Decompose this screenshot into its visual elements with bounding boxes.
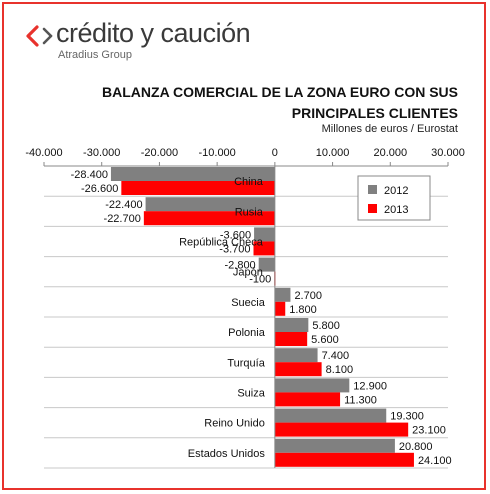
category-label: Rusia — [235, 206, 264, 218]
bar-2012 — [274, 378, 350, 393]
bar-2012 — [274, 348, 318, 363]
data-label: 23.100 — [412, 425, 446, 437]
chart-subtitle: Millones de euros / Eurostat — [321, 123, 458, 135]
chart-frame — [2, 2, 486, 490]
bar-2013 — [274, 332, 308, 346]
x-tick-label: -20.000 — [141, 147, 178, 159]
brand-subtitle: Atradius Group — [58, 49, 132, 61]
x-tick-label: 30.000 — [431, 147, 465, 159]
data-label: 7.400 — [322, 350, 350, 362]
category-label: Suecia — [231, 297, 266, 309]
data-label: -100 — [249, 274, 271, 286]
data-label: -28.400 — [71, 169, 108, 181]
data-label: 12.900 — [353, 380, 387, 392]
data-label: 8.100 — [326, 364, 354, 376]
x-tick-label: -10.000 — [198, 147, 235, 159]
data-label: -3.600 — [220, 229, 251, 241]
data-label: -2.800 — [224, 260, 255, 272]
category-label: Japón — [233, 267, 263, 279]
bar-2013 — [274, 422, 409, 437]
x-tick-label: 10.000 — [316, 147, 350, 159]
brand-name: crédito y caución — [56, 18, 251, 48]
x-tick-label: 20.000 — [373, 147, 407, 159]
legend-label: 2012 — [384, 185, 408, 197]
data-label: 11.300 — [344, 394, 377, 406]
bar-2013 — [274, 452, 414, 467]
bar-2012 — [110, 167, 275, 181]
x-tick-label: -40.000 — [25, 147, 62, 159]
bar-2012 — [274, 287, 291, 302]
bar-2012 — [274, 408, 387, 423]
category-label: Estados Unidos — [188, 448, 266, 460]
category-label: Turquía — [227, 357, 265, 369]
bar-2013 — [253, 241, 275, 256]
bar-2012 — [145, 197, 275, 212]
data-label: 19.300 — [390, 411, 424, 423]
category-label: China — [234, 176, 264, 188]
data-label: -26.600 — [81, 183, 118, 195]
category-label: República Checa — [179, 237, 264, 249]
x-tick-label: -30.000 — [83, 147, 120, 159]
data-label: 20.800 — [399, 441, 433, 453]
chart-title-line-1: BALANZA COMERCIAL DE LA ZONA EURO CON SU… — [102, 84, 458, 100]
data-label: 5.600 — [311, 334, 339, 346]
bar-2012 — [254, 227, 275, 242]
x-tick-label: 0 — [272, 147, 278, 159]
bar-2013 — [274, 301, 286, 316]
legend-label: 2013 — [384, 204, 408, 216]
bar-2012 — [274, 318, 309, 332]
bar-2013 — [274, 392, 341, 407]
data-label: -3.700 — [219, 243, 250, 255]
bar-2013 — [121, 181, 275, 195]
data-label: 24.100 — [418, 455, 452, 467]
data-label: 1.800 — [289, 304, 317, 316]
legend-swatch-2013 — [368, 204, 377, 213]
bar-2012 — [274, 438, 395, 453]
chart-title-line-2: PRINCIPALES CLIENTES — [291, 105, 458, 121]
bar-2013 — [143, 211, 275, 226]
data-label: -22.400 — [105, 199, 142, 211]
data-label: 2.700 — [294, 290, 322, 302]
category-label: Polonia — [228, 327, 266, 339]
category-label: Suiza — [237, 388, 265, 400]
legend-swatch-2012 — [368, 185, 377, 194]
bar-2012 — [258, 257, 275, 272]
brand-mark-icon — [26, 25, 53, 47]
category-label: Reino Unido — [204, 418, 265, 430]
data-label: -22.700 — [104, 213, 141, 225]
data-label: 5.800 — [312, 320, 340, 332]
bar-2013 — [274, 362, 322, 377]
